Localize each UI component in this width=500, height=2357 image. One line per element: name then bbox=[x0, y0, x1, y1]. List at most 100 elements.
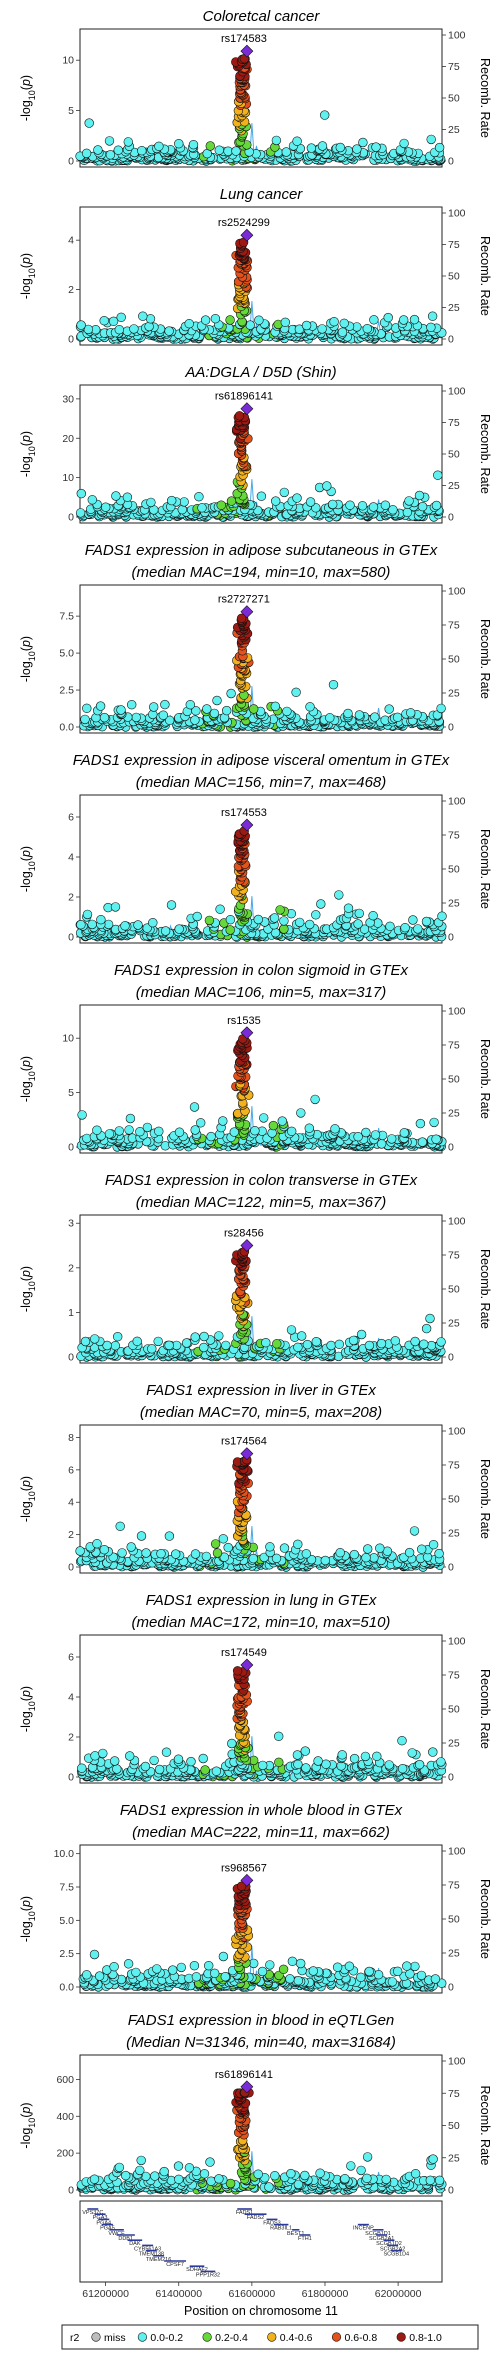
snp-point bbox=[349, 1753, 360, 1764]
snp-point bbox=[206, 1131, 216, 1142]
snp-point bbox=[399, 315, 409, 325]
snp-point bbox=[218, 1534, 229, 1544]
snp-point bbox=[190, 1125, 200, 1135]
snp-point bbox=[291, 687, 301, 697]
snp-point bbox=[357, 501, 368, 511]
snp-point bbox=[280, 317, 290, 327]
y-axis-label: -log10(p) bbox=[19, 636, 37, 682]
snp-point bbox=[415, 1118, 426, 1129]
snp-point bbox=[340, 2174, 350, 2184]
snp-point bbox=[105, 150, 116, 160]
snp-point bbox=[87, 495, 98, 505]
y-tick-label: 2 bbox=[68, 1529, 74, 1541]
snp-point bbox=[354, 908, 364, 919]
snp-point bbox=[204, 915, 215, 926]
snp-point bbox=[431, 500, 442, 511]
snp-point bbox=[76, 320, 86, 330]
snp-point bbox=[92, 1125, 102, 1135]
snp-point bbox=[328, 679, 339, 690]
snp-point bbox=[414, 1759, 425, 1770]
snp-point bbox=[80, 1336, 91, 1347]
snp-point bbox=[343, 903, 354, 913]
y-tick-label: 7.5 bbox=[59, 1882, 74, 1894]
y2-axis-label: Recomb. Rate bbox=[478, 1669, 492, 1749]
y2-tick-label: 50 bbox=[448, 93, 460, 105]
snp-point bbox=[153, 1336, 163, 1347]
snp-point bbox=[326, 1340, 336, 1351]
snp-point bbox=[124, 1751, 135, 1761]
snp-point bbox=[223, 146, 233, 156]
snp-point bbox=[164, 1531, 175, 1541]
snp-point bbox=[87, 919, 97, 930]
y2-tick-label: 100 bbox=[448, 386, 466, 398]
snp-point bbox=[329, 317, 339, 327]
y2-tick-label: 50 bbox=[448, 1494, 460, 1506]
snp-point bbox=[81, 148, 92, 159]
snp-point bbox=[315, 2168, 325, 2178]
snp-point bbox=[250, 1125, 260, 1136]
y-axis-label: -log10(p) bbox=[19, 75, 37, 121]
snp-point bbox=[349, 1549, 359, 1560]
gene-label: PPP1R32 bbox=[196, 2272, 220, 2278]
y2-tick-label: 75 bbox=[448, 2088, 460, 2100]
snp-point bbox=[84, 118, 94, 128]
y2-tick-label: 75 bbox=[448, 1460, 460, 1472]
y2-tick-label: 75 bbox=[448, 1040, 460, 1052]
snp-point bbox=[173, 1754, 184, 1764]
snp-point bbox=[421, 1323, 432, 1334]
snp-point bbox=[261, 1337, 271, 1348]
x-tick-label: 61800000 bbox=[302, 2288, 349, 2300]
snp-point bbox=[434, 2175, 445, 2186]
snp-point bbox=[200, 1765, 210, 1775]
x-tick-label: 61400000 bbox=[155, 2288, 202, 2300]
snp-point bbox=[98, 1748, 108, 1759]
snp-point bbox=[345, 500, 355, 510]
snp-point bbox=[356, 2165, 366, 2176]
y2-tick-label: 100 bbox=[448, 1006, 466, 1018]
snp-point bbox=[226, 688, 236, 699]
snp-point bbox=[274, 1731, 284, 1742]
snp-point bbox=[313, 1756, 323, 1766]
snp-point bbox=[89, 1334, 100, 1344]
snp-points bbox=[75, 826, 447, 942]
snp-point bbox=[282, 706, 292, 717]
snp-point bbox=[337, 327, 348, 337]
snp-point bbox=[392, 712, 403, 722]
snp-point bbox=[190, 1549, 201, 1559]
y2-tick-label: 100 bbox=[448, 208, 466, 220]
snp-point bbox=[223, 1542, 233, 1553]
snp-point bbox=[376, 1338, 387, 1349]
y2-tick-label: 25 bbox=[448, 480, 460, 492]
snp-point bbox=[148, 917, 158, 928]
y-axis-label: -log10(p) bbox=[19, 1266, 37, 1312]
snp-point bbox=[302, 1339, 313, 1350]
snp-point bbox=[281, 147, 291, 157]
snp-point bbox=[126, 699, 137, 710]
snp-point bbox=[434, 1548, 444, 1559]
snp-point bbox=[218, 1116, 228, 1126]
snp-point bbox=[123, 137, 134, 147]
y-tick-label: 20 bbox=[62, 433, 74, 445]
panel-title: Lung cancer bbox=[220, 186, 304, 203]
snp-point bbox=[99, 1544, 110, 1555]
snp-point bbox=[77, 1763, 87, 1773]
snp-point bbox=[158, 710, 169, 720]
panel-subtitle: (median MAC=156, min=7, max=468) bbox=[136, 774, 387, 791]
snp-point bbox=[390, 1336, 400, 1346]
snp-point bbox=[196, 1118, 206, 1128]
legend-label: 0.6-0.8 bbox=[345, 2332, 378, 2344]
legend-swatch bbox=[202, 2332, 212, 2342]
snp-point bbox=[131, 712, 141, 723]
snp-point bbox=[152, 1964, 162, 1974]
snp-point bbox=[174, 139, 184, 149]
snp-point bbox=[142, 1122, 153, 1133]
association-panel-7: FADS1 expression in colon transverse in … bbox=[19, 1172, 492, 1364]
snp-point bbox=[362, 2152, 373, 2162]
snp-points bbox=[76, 1666, 447, 1782]
snp-point bbox=[82, 1133, 92, 1144]
snp-point bbox=[188, 140, 199, 150]
snp-point bbox=[271, 135, 282, 146]
snp-point bbox=[190, 1332, 200, 1342]
y-tick-label: 0 bbox=[68, 512, 74, 524]
